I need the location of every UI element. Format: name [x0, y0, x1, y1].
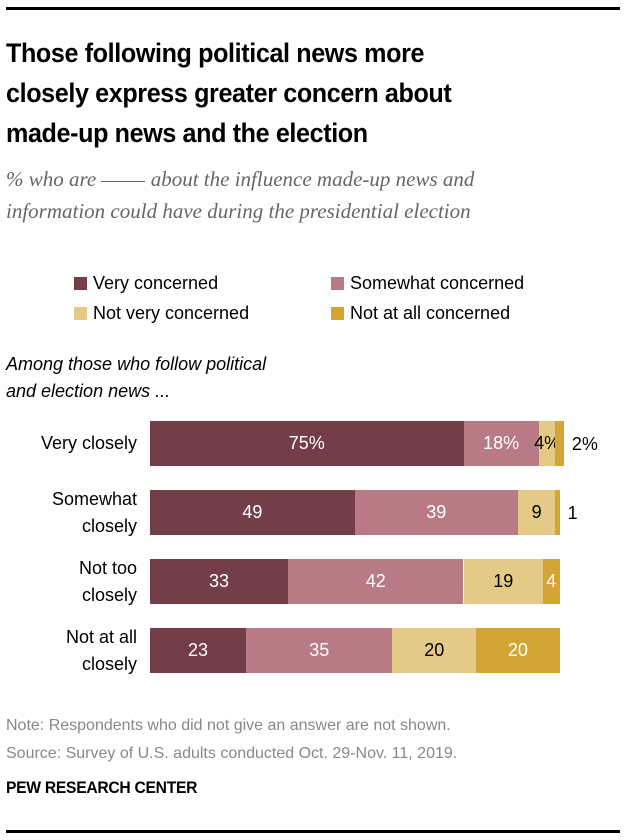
- title-line: closely express greater concern about: [6, 78, 452, 108]
- bar-segment-very-closely-not-at-all-concerned: [555, 421, 564, 466]
- row-label-line: Not at all: [65, 626, 137, 647]
- legend-swatch: [74, 307, 87, 320]
- bar-segment-very-closely-not-very-concerned: 4%: [534, 421, 560, 466]
- data-label: 42: [365, 571, 386, 591]
- data-label: 20: [507, 640, 528, 660]
- data-label: 39: [426, 502, 447, 522]
- row-label-line: closely: [81, 584, 137, 605]
- bar-segment-not-at-all-closely-not-very-concerned: 20: [392, 628, 477, 673]
- pew-research-center-logo: PEW RESEARCH CENTER: [6, 778, 198, 797]
- data-label-outside: 1: [567, 502, 578, 523]
- legend-label: Not at all concerned: [350, 303, 511, 323]
- blank-line: [101, 181, 146, 182]
- bar-segment-not-at-all-closely-somewhat-concerned: 35: [246, 628, 393, 673]
- legend-swatch: [331, 277, 344, 290]
- chart-title: Those following political news more clos…: [6, 33, 564, 153]
- title-line: Those following political news more: [6, 38, 425, 68]
- data-label-outside: 2%: [571, 433, 598, 454]
- legend-label: Not very concerned: [93, 303, 250, 323]
- bar-segment-somewhat-closely-very-concerned: 49: [150, 490, 355, 535]
- data-label: 19: [493, 571, 514, 591]
- footnote: Note: Respondents who did not give an an…: [6, 712, 457, 768]
- data-label: 33: [208, 571, 229, 591]
- data-label: 18%: [483, 433, 520, 453]
- bar-segment-very-closely-somewhat-concerned: 18%: [463, 421, 539, 466]
- bottom-rule: [6, 830, 620, 833]
- legend-label: Somewhat concerned: [350, 273, 525, 293]
- row-label-somewhat-closely: Somewhat closely: [52, 486, 137, 540]
- bar-segment-not-at-all-closely-very-concerned: 23: [150, 628, 247, 673]
- legend-swatch: [74, 277, 87, 290]
- legend-label: Very concerned: [93, 273, 219, 293]
- bar-segment-not-too-closely-not-at-all-concerned: 4: [542, 559, 560, 604]
- row-label-line: Somewhat: [51, 488, 137, 509]
- title-line: made-up news and the election: [6, 118, 368, 148]
- bar-segment-somewhat-closely-somewhat-concerned: 39: [354, 490, 518, 535]
- legend-swatch: [331, 307, 344, 320]
- bar-segment-somewhat-closely-not-very-concerned: 9: [517, 490, 556, 535]
- data-label: 49: [242, 502, 263, 522]
- data-label: 23: [188, 640, 209, 660]
- source-text: Source: Survey of U.S. adults conducted …: [6, 745, 458, 762]
- row-label-not-too-closely: Not too closely: [79, 555, 137, 609]
- bar-segment-very-closely-very-concerned: 75%: [150, 421, 464, 466]
- legend-item-very-concerned: Very concerned: [74, 268, 218, 298]
- bar-segment-not-too-closely-not-very-concerned: 19: [463, 559, 543, 604]
- legend-item-not-at-all-concerned: Not at all concerned: [331, 298, 510, 328]
- bar-segment-not-too-closely-very-concerned: 33: [150, 559, 288, 604]
- row-label-line: closely: [81, 515, 137, 536]
- legend-item-somewhat-concerned: Somewhat concerned: [331, 268, 524, 298]
- legend-item-not-very-concerned: Not very concerned: [74, 298, 249, 328]
- row-label-not-at-all-closely: Not at all closely: [66, 624, 137, 678]
- group-label: Among those who follow political and ele…: [6, 354, 267, 401]
- row-label-line: Not too: [78, 557, 137, 578]
- bar-segment-somewhat-closely-not-at-all-concerned: [555, 490, 560, 535]
- data-label: 75%: [288, 433, 325, 453]
- row-label-very-closely: Very closely: [41, 430, 137, 457]
- data-label: 9: [531, 502, 542, 522]
- data-label: 4%: [534, 433, 561, 453]
- data-label: 4: [546, 571, 557, 591]
- top-rule: [6, 7, 620, 10]
- subtitle-text: % who are: [6, 167, 102, 191]
- subtitle-text: information could have during the presid…: [6, 199, 471, 223]
- bar-segment-not-too-closely-somewhat-concerned: 42: [287, 559, 464, 604]
- data-label: 35: [309, 640, 330, 660]
- chart-subtitle: % who are about the influence made-up ne…: [6, 163, 626, 227]
- note-text: Note: Respondents who did not give an an…: [6, 717, 451, 734]
- row-label-line: Very closely: [40, 433, 137, 453]
- data-label: 20: [424, 640, 445, 660]
- subtitle-text: about the influence made-up news and: [145, 167, 475, 191]
- row-label-line: closely: [81, 653, 137, 674]
- bar-segment-not-at-all-closely-not-at-all-concerned: 20: [476, 628, 560, 673]
